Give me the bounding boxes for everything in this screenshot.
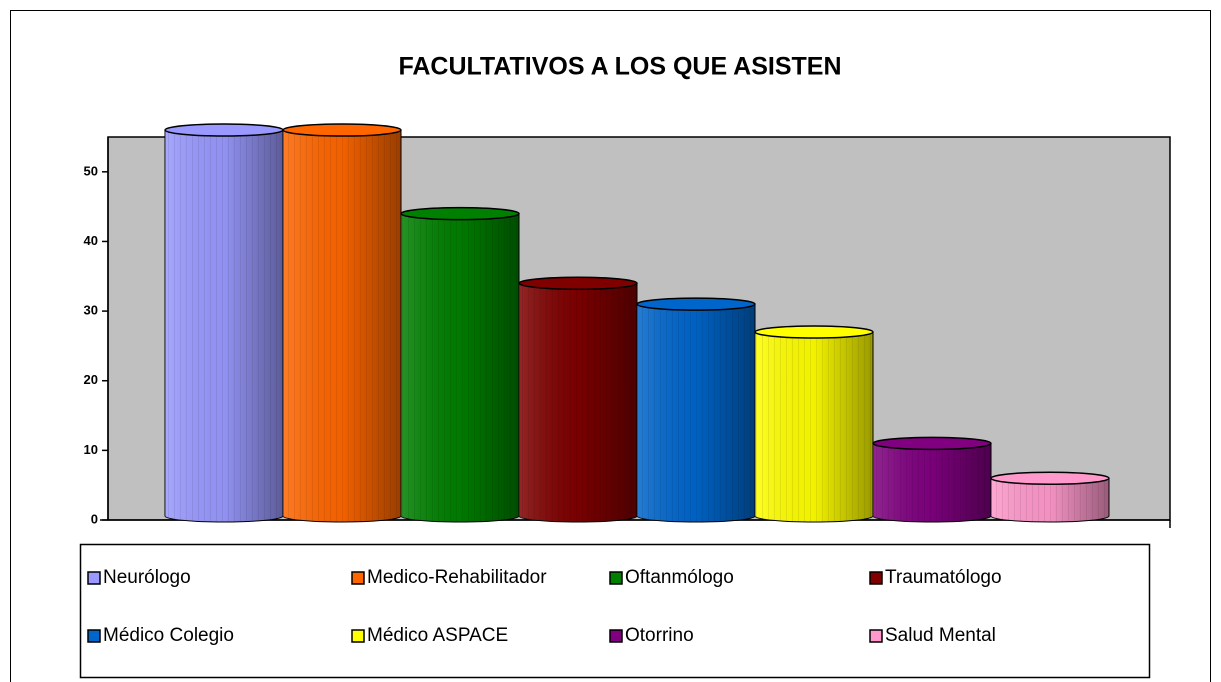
legend-swatch — [609, 629, 623, 643]
legend-swatch — [351, 629, 365, 643]
legend-swatch — [87, 571, 101, 585]
bar-stripes — [873, 443, 991, 522]
legend-label: Médico Colegio — [103, 625, 234, 646]
bar-stripes — [283, 130, 401, 522]
legend-label: Otorrino — [625, 625, 694, 646]
bar-stripes — [401, 213, 519, 522]
legend-label: Neurólogo — [103, 567, 191, 588]
bar-top — [164, 123, 284, 137]
chart-title: FACULTATIVOS A LOS QUE ASISTEN — [398, 53, 841, 81]
legend-swatch — [869, 571, 883, 585]
legend-label: Medico-Rehabilitador — [367, 567, 547, 588]
legend-label: Médico ASPACE — [367, 625, 508, 646]
bar-top — [282, 123, 402, 137]
bar-stripes — [991, 478, 1109, 522]
legend-swatch — [869, 629, 883, 643]
y-tick-label: 30 — [84, 303, 98, 318]
legend-label: Oftanmólogo — [625, 567, 734, 588]
legend-label: Salud Mental — [885, 625, 996, 646]
legend-swatch — [609, 571, 623, 585]
bar-stripes — [755, 331, 873, 522]
bar-top — [754, 325, 874, 339]
y-tick-label: 0 — [91, 511, 98, 526]
bar-top — [400, 206, 520, 221]
chart-frame — [10, 10, 1211, 682]
y-tick-label: 40 — [84, 233, 98, 248]
y-tick-label: 50 — [84, 163, 98, 178]
legend-box — [79, 543, 1151, 679]
bar-stripes — [519, 283, 637, 522]
y-tick-label: 20 — [84, 372, 98, 387]
y-tick-label: 10 — [84, 442, 98, 457]
bar-top — [990, 471, 1110, 485]
legend-swatch — [351, 571, 365, 585]
bar-stripes — [637, 304, 755, 522]
legend-label: Traumatólogo — [885, 567, 1002, 588]
legend-swatch — [87, 629, 101, 643]
bar-top — [636, 297, 756, 311]
bar-top — [872, 436, 992, 451]
bar-top — [518, 276, 638, 290]
bar-stripes — [165, 130, 283, 522]
